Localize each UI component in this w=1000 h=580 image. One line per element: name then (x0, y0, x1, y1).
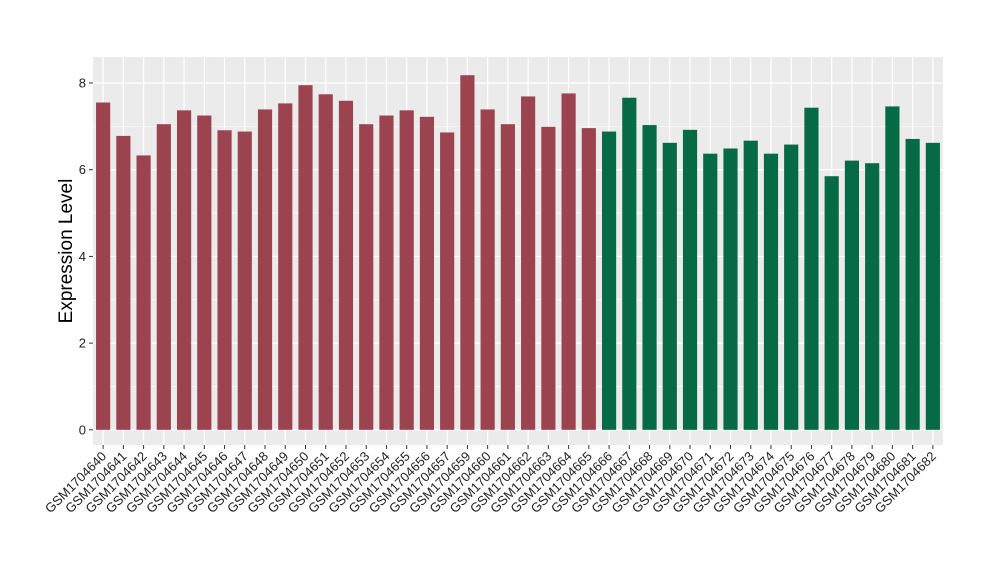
bar-GSM1704663 (541, 126, 556, 430)
bar-GSM1704652 (338, 100, 354, 430)
bar-GSM1704680 (885, 106, 900, 430)
y-tick-label: 6 (79, 162, 86, 177)
bar-GSM1704682 (925, 142, 940, 430)
bar-GSM1704647 (237, 131, 252, 430)
bar-GSM1704645 (197, 115, 212, 430)
bar-GSM1704657 (440, 132, 455, 430)
bar-GSM1704649 (278, 103, 293, 430)
bar-GSM1704661 (500, 124, 515, 430)
bar-GSM1704653 (359, 124, 374, 430)
bar-GSM1704673 (743, 140, 758, 430)
panel-background (93, 57, 943, 445)
bar-GSM1704660 (480, 109, 495, 430)
bar-GSM1704675 (784, 144, 799, 430)
bar-GSM1704651 (318, 94, 333, 430)
bar-GSM1704655 (399, 110, 414, 430)
bar-GSM1704665 (581, 128, 596, 430)
bar-GSM1704666 (601, 131, 617, 430)
bar-GSM1704671 (703, 153, 718, 430)
bar-GSM1704681 (905, 138, 920, 430)
bar-GSM1704674 (763, 153, 779, 430)
bar-GSM1704643 (156, 124, 171, 430)
bar-GSM1704640 (96, 102, 111, 430)
bar-GSM1704659 (460, 75, 475, 430)
y-tick-label: 8 (79, 76, 86, 91)
bar-GSM1704667 (622, 97, 637, 430)
bar-GSM1704641 (116, 135, 131, 430)
y-tick-label: 2 (79, 336, 86, 351)
bar-GSM1704678 (844, 160, 860, 430)
bar-GSM1704644 (176, 110, 192, 430)
y-tick-label: 0 (79, 422, 86, 437)
bar-GSM1704668 (642, 125, 657, 430)
bar-GSM1704669 (662, 142, 677, 430)
y-axis-title: Expression Level (56, 179, 77, 324)
bar-GSM1704656 (419, 116, 435, 430)
grid-minor-lines (93, 126, 943, 387)
bar-GSM1704654 (379, 115, 394, 430)
bar-GSM1704679 (865, 163, 880, 430)
bar-GSM1704646 (217, 130, 232, 430)
bar-GSM1704670 (682, 129, 698, 430)
bar-GSM1704676 (804, 107, 819, 430)
bar-GSM1704662 (521, 96, 536, 430)
bar-GSM1704672 (723, 148, 738, 430)
bar-GSM1704650 (298, 85, 313, 430)
y-tick-label: 4 (79, 249, 86, 264)
y-axis: 0 2 4 6 8 (79, 76, 93, 437)
bar-GSM1704642 (136, 155, 151, 430)
bar-GSM1704677 (824, 176, 839, 430)
bars-group (96, 75, 940, 430)
bar-GSM1704664 (561, 93, 576, 430)
bar-GSM1704648 (257, 109, 273, 430)
x-axis: GSM1704640GSM1704641GSM1704642GSM1704643… (42, 445, 939, 516)
